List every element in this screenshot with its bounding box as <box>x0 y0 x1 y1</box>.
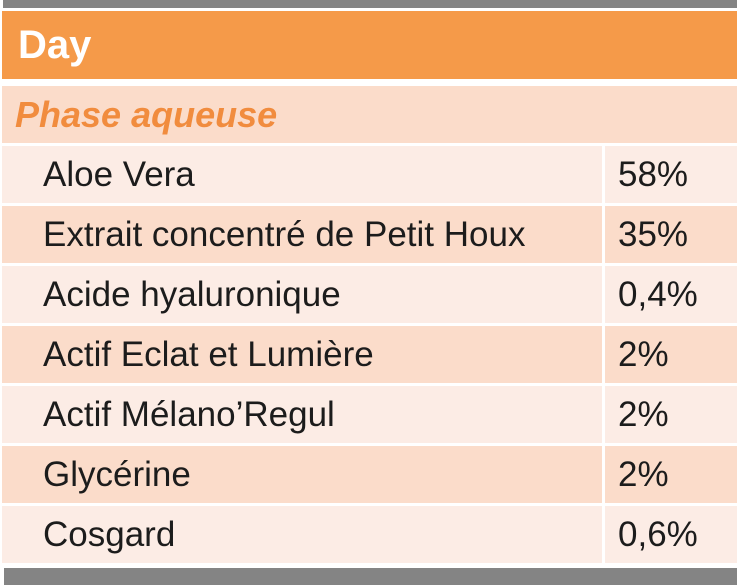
ingredient-name: Actif Mélano’Regul <box>2 386 602 443</box>
ingredient-name: Actif Eclat et Lumière <box>2 326 602 383</box>
ingredient-percentage: 58% <box>605 146 737 203</box>
section-title: Phase aqueuse <box>15 93 278 135</box>
ingredient-percentage: 2% <box>605 446 737 503</box>
ingredient-name: Cosgard <box>2 506 602 563</box>
table-row: Aloe Vera 58% <box>2 146 737 203</box>
table-row: Extrait concentré de Petit Houx 35% <box>2 206 737 263</box>
ingredient-name: Extrait concentré de Petit Houx <box>2 206 602 263</box>
bottom-gray-bar <box>4 568 737 585</box>
ingredient-name: Acide hyaluronique <box>2 266 602 323</box>
ingredient-percentage: 0,4% <box>605 266 737 323</box>
ingredient-percentage: 35% <box>605 206 737 263</box>
section-header: Phase aqueuse <box>2 86 737 143</box>
ingredient-percentage: 0,6% <box>605 506 737 563</box>
table-row: Acide hyaluronique 0,4% <box>2 266 737 323</box>
table-row: Actif Mélano’Regul 2% <box>2 386 737 443</box>
table-row: Actif Eclat et Lumière 2% <box>2 326 737 383</box>
ingredient-percentage: 2% <box>605 326 737 383</box>
ingredient-name: Glycérine <box>2 446 602 503</box>
table-title: Day <box>18 22 92 67</box>
ingredients-table: Day Phase aqueuse Aloe Vera 58% Extrait … <box>2 11 737 563</box>
table-header: Day <box>2 11 737 79</box>
table-row: Cosgard 0,6% <box>2 506 737 563</box>
table-row: Glycérine 2% <box>2 446 737 503</box>
ingredient-percentage: 2% <box>605 386 737 443</box>
ingredient-name: Aloe Vera <box>2 146 602 203</box>
top-gray-bar <box>3 0 737 8</box>
